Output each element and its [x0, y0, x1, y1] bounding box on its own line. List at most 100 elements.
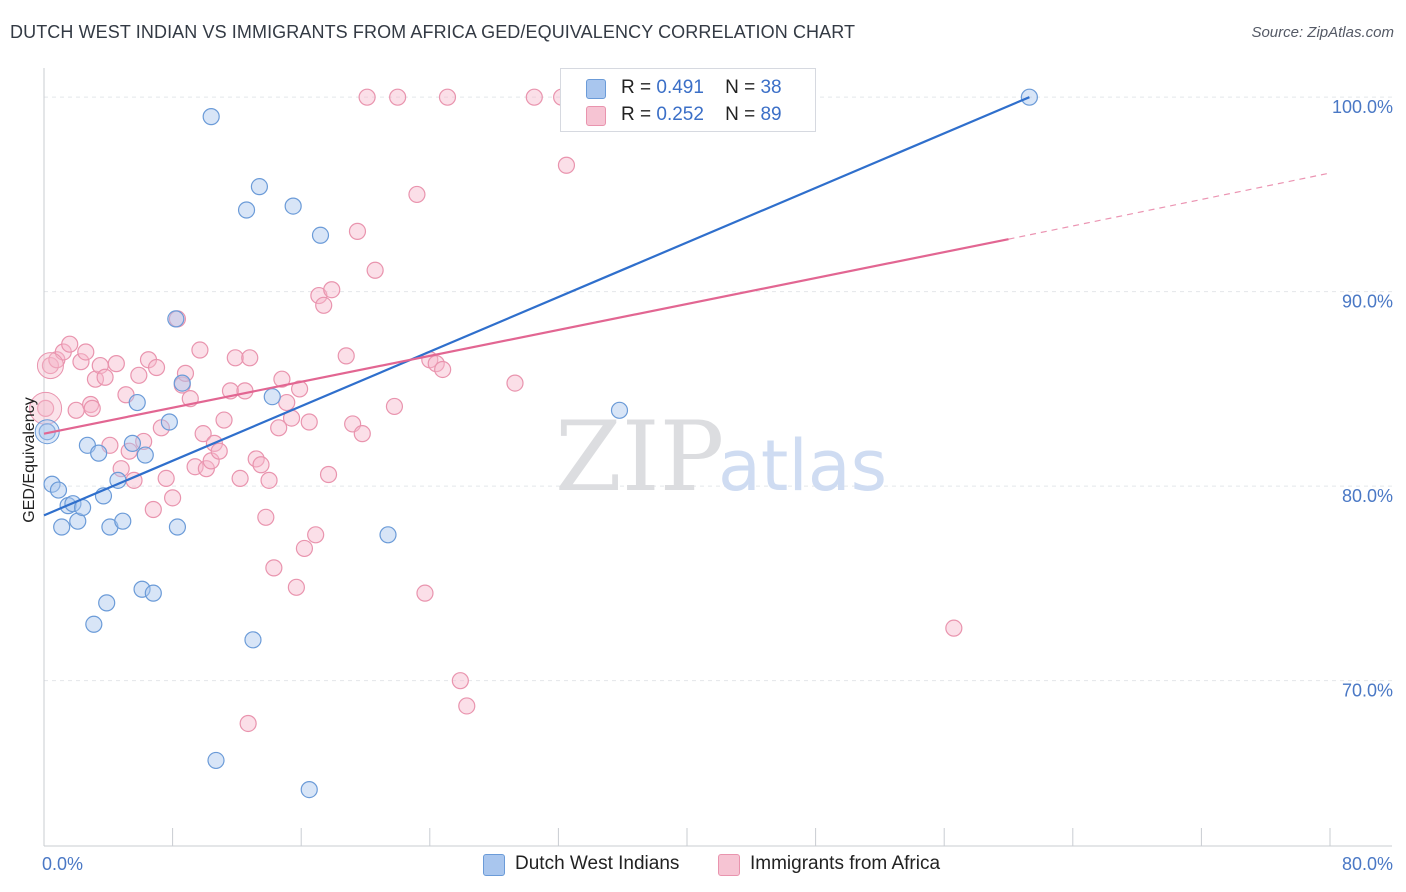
data-point-dutch-west-indians: [284, 197, 302, 215]
watermark-zip: ZIP: [555, 401, 724, 513]
data-point-dutch-west-indians: [168, 518, 187, 536]
legend-n-value: 38: [760, 77, 782, 98]
data-point-dutch-west-indians: [202, 108, 220, 126]
data-point-dutch-west-indians: [43, 475, 61, 493]
data-point-dutch-west-indians: [123, 434, 142, 452]
data-point-immigrants-from-africa: [241, 349, 259, 367]
data-point-dutch-west-indians: [160, 413, 178, 431]
data-point-dutch-west-indians: [237, 201, 256, 219]
data-point-immigrants-from-africa: [231, 469, 249, 487]
bottom-legend-label: Immigrants from Africa: [750, 853, 941, 874]
data-point-immigrants-from-africa: [215, 411, 233, 429]
data-point-immigrants-from-africa: [358, 88, 376, 106]
data-point-immigrants-from-africa: [236, 382, 254, 400]
data-point-immigrants-from-africa: [257, 508, 275, 526]
legend-r-value: 0.491: [656, 77, 704, 98]
data-point-dutch-west-indians: [300, 780, 318, 799]
data-point-immigrants-from-africa: [194, 425, 212, 443]
y-tick-label: 100.0%: [1332, 97, 1393, 117]
data-point-immigrants-from-africa: [61, 335, 79, 353]
data-point-immigrants-from-africa: [226, 349, 244, 367]
data-point-immigrants-from-africa: [278, 393, 296, 412]
data-point-dutch-west-indians: [173, 374, 191, 392]
data-point-immigrants-from-africa: [353, 425, 371, 443]
grid-lines: [44, 96, 1392, 682]
data-point-dutch-west-indians: [53, 518, 71, 536]
legend-n-label: N =: [725, 77, 756, 98]
legend-n-value: 89: [760, 104, 782, 125]
data-point-immigrants-from-africa: [83, 399, 101, 417]
bottom-legend-swatch-pink: [718, 854, 740, 876]
data-point-immigrants-from-africa: [176, 364, 195, 382]
data-point-immigrants-from-africa: [287, 578, 305, 596]
y-tick-label: 80.0%: [1342, 486, 1393, 506]
data-point-immigrants-from-africa: [307, 526, 325, 544]
data-point-immigrants-from-africa: [210, 442, 228, 460]
data-point-immigrants-from-africa: [408, 185, 426, 204]
data-point-immigrants-from-africa: [319, 465, 338, 484]
legend-n-label: N =: [725, 104, 756, 125]
data-point-dutch-west-indians: [34, 419, 60, 445]
data-point-immigrants-from-africa: [434, 360, 452, 379]
data-point-immigrants-from-africa: [323, 281, 341, 299]
watermark: ZIP atlas: [555, 401, 887, 513]
data-point-immigrants-from-africa: [458, 697, 476, 715]
chart-title: DUTCH WEST INDIAN VS IMMIGRANTS FROM AFR…: [10, 22, 856, 42]
data-point-immigrants-from-africa: [77, 343, 95, 361]
trend-line-extension: [1008, 172, 1331, 240]
y-tick-labels: 70.0% 80.0% 90.0% 100.0%: [1332, 97, 1393, 701]
x-tick-labels: 0.0% 80.0%: [42, 854, 1393, 874]
axes: [43, 68, 1392, 847]
data-point-immigrants-from-africa: [147, 358, 166, 377]
data-point-immigrants-from-africa: [252, 456, 270, 474]
data-point-dutch-west-indians: [136, 446, 154, 464]
data-point-dutch-west-indians: [244, 631, 262, 649]
data-point-dutch-west-indians: [144, 584, 162, 602]
data-point-immigrants-from-africa: [107, 355, 125, 373]
data-point-dutch-west-indians: [379, 526, 397, 544]
data-point-immigrants-from-africa: [239, 714, 257, 733]
data-point-immigrants-from-africa: [157, 469, 175, 487]
data-point-dutch-west-indians: [311, 226, 330, 244]
data-point-dutch-west-indians: [167, 310, 185, 328]
data-point-immigrants-from-africa: [72, 353, 90, 371]
trend-line-immigrants-from-africa: [43, 238, 1009, 435]
data-point-dutch-west-indians: [114, 512, 132, 530]
source-label: Source: ZipAtlas.com: [1251, 24, 1394, 41]
data-point-dutch-west-indians: [98, 594, 116, 612]
legend-swatch-blue: [586, 79, 606, 99]
data-point-dutch-west-indians: [133, 580, 151, 598]
x-tick-label: 0.0%: [42, 854, 83, 874]
data-point-dutch-west-indians: [90, 444, 108, 462]
bottom-legend-swatch-blue: [483, 854, 505, 876]
data-point-dutch-west-indians: [263, 388, 281, 406]
y-tick-label: 70.0%: [1342, 681, 1393, 701]
data-point-immigrants-from-africa: [191, 341, 209, 359]
legend-swatch-pink: [586, 106, 606, 126]
data-point-immigrants-from-africa: [525, 88, 543, 106]
legend-r-value: 0.252: [656, 104, 704, 125]
data-point-immigrants-from-africa: [451, 672, 469, 690]
data-point-immigrants-from-africa: [389, 88, 407, 106]
data-point-immigrants-from-africa: [144, 500, 162, 519]
data-point-immigrants-from-africa: [290, 380, 309, 398]
data-point-immigrants-from-africa: [41, 356, 60, 375]
y-axis-title: GED/Equivalency: [21, 397, 38, 522]
data-point-immigrants-from-africa: [270, 419, 288, 437]
data-point-immigrants-from-africa: [438, 88, 457, 106]
data-point-immigrants-from-africa: [348, 222, 367, 240]
data-point-immigrants-from-africa: [506, 374, 524, 392]
y-tick-label: 90.0%: [1342, 292, 1393, 312]
data-point-immigrants-from-africa: [36, 352, 64, 380]
data-point-immigrants-from-africa: [385, 397, 404, 416]
data-point-immigrants-from-africa: [315, 296, 333, 314]
trend-line-dutch-west-indians: [43, 96, 1030, 517]
data-point-dutch-west-indians: [207, 751, 225, 770]
data-point-immigrants-from-africa: [260, 471, 278, 489]
data-point-dutch-west-indians: [250, 178, 269, 196]
data-point-immigrants-from-africa: [67, 401, 85, 419]
data-point-immigrants-from-africa: [366, 261, 384, 279]
trend-lines: [43, 96, 1331, 517]
watermark-atlas: atlas: [718, 425, 887, 507]
data-point-immigrants-from-africa: [945, 619, 963, 637]
